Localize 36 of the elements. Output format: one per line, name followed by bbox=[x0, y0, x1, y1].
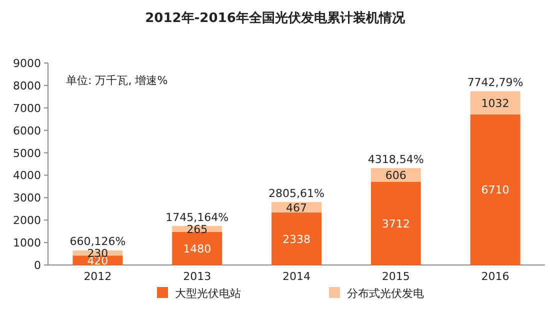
annotation: 7742,79% bbox=[467, 76, 524, 90]
bar bbox=[172, 232, 222, 265]
y-tick-label: 6000 bbox=[13, 124, 41, 138]
x-tick-label: 2014 bbox=[282, 270, 310, 283]
data-label: 2338 bbox=[282, 232, 310, 246]
y-tick-label: 3000 bbox=[13, 192, 41, 205]
bar bbox=[370, 182, 421, 265]
y-tick-label: 7000 bbox=[13, 102, 41, 115]
y-tick-label: 9000 bbox=[13, 57, 41, 70]
y-tick-label: 5000 bbox=[13, 146, 41, 160]
data-label: 1032 bbox=[481, 96, 510, 110]
y-tick-label: 1000 bbox=[13, 236, 41, 250]
bar bbox=[470, 91, 520, 114]
x-tick-label: 2015 bbox=[382, 270, 410, 283]
chart-title: 2012年-2016年全国光伏发电累计装机情况 bbox=[145, 11, 406, 26]
legend-label: 分布式光伏发电 bbox=[347, 287, 424, 300]
annotation: 1745,164% bbox=[166, 210, 229, 224]
y-tick-label: 2000 bbox=[13, 214, 41, 228]
data-label: 3712 bbox=[382, 217, 410, 230]
y-tick-label: 0 bbox=[34, 259, 41, 272]
bar bbox=[470, 114, 520, 265]
annotation: 单位: 万千瓦, 增速% bbox=[66, 74, 168, 87]
data-label: 606 bbox=[385, 168, 406, 182]
x-tick-label: 2013 bbox=[183, 270, 212, 283]
bar bbox=[272, 212, 322, 265]
annotation: 660,126% bbox=[70, 235, 126, 248]
y-tick-label: 4000 bbox=[13, 169, 41, 182]
x-tick-label: 2012 bbox=[84, 270, 112, 283]
data-label: 6710 bbox=[481, 184, 510, 197]
legend-label: 大型光伏电站 bbox=[175, 287, 241, 300]
x-tick-label: 2016 bbox=[481, 270, 510, 283]
annotation: 4318,54% bbox=[368, 153, 424, 166]
data-label: 1480 bbox=[183, 242, 212, 256]
annotation: 2805,61% bbox=[268, 187, 324, 200]
data-label: 467 bbox=[286, 201, 307, 214]
y-tick-label: 8000 bbox=[13, 79, 41, 92]
